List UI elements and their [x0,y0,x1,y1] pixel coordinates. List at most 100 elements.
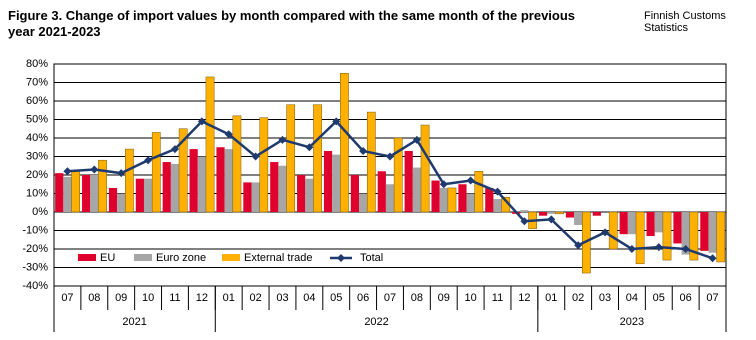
bar [673,212,682,244]
marker [251,152,260,161]
marker [654,243,663,252]
bar [135,178,144,212]
bar [574,212,583,225]
x-tick-label: 10 [142,292,154,304]
x-tick-label: 10 [465,292,477,304]
bar [224,149,233,212]
marker [90,165,99,174]
bar [393,137,403,213]
marker [197,117,206,126]
bar [286,104,296,213]
bar [251,182,260,212]
marker [493,187,502,196]
bar [243,182,252,212]
bar [151,132,161,213]
x-tick-label: 03 [599,292,611,304]
marker [117,169,126,178]
bar [420,124,430,213]
bar [385,184,395,212]
marker [439,180,448,189]
bar [565,212,575,218]
bar [635,211,645,265]
x-tick-label: 02 [249,292,261,304]
source: Finnish Customs Statistics [644,10,726,34]
marker [386,152,394,161]
bar [189,149,198,212]
bar [350,175,360,212]
bar [278,165,287,212]
bar [654,212,663,233]
bar [313,104,322,213]
marker [144,156,153,165]
bar [323,150,333,212]
x-tick-label: 05 [653,292,665,304]
bar [447,187,457,213]
x-tick-label: 11 [169,292,180,304]
x-tick-label: 07 [706,292,718,304]
bar [98,159,107,213]
marker [574,241,583,250]
x-tick-label: 08 [411,292,423,304]
bar [619,212,628,235]
x-tick-label: 01 [545,292,557,304]
marker [466,176,475,185]
legend-swatch [78,254,96,261]
x-tick-label: 04 [626,292,638,304]
y-tick-label: 80% [26,58,48,70]
x-tick-label: 02 [572,292,584,304]
marker [547,215,556,224]
x-tick-label: 09 [115,292,127,304]
legend-swatch [222,254,240,261]
y-tick-label: -20% [22,243,48,255]
marker [681,245,690,253]
y-tick-label: 30% [26,150,48,162]
group-label: 2023 [620,316,644,328]
bar [90,175,99,212]
bar [592,212,601,216]
bar [117,193,126,212]
x-tick-label: 04 [303,292,315,304]
y-tick-label: -10% [22,224,48,236]
bar [359,193,368,212]
bar [205,76,215,213]
marker [520,217,529,226]
bar [547,212,556,214]
y-tick-label: 60% [26,95,48,107]
bar [520,210,529,212]
x-tick-label: 11 [492,292,503,304]
legend-label: External trade [244,252,312,264]
marker [627,245,636,253]
bar [608,211,618,250]
group-label: 2022 [364,316,388,328]
legend-swatch [134,254,152,261]
x-tick-label: 06 [357,292,369,304]
bar [305,178,314,212]
x-tick-label: 05 [330,292,342,304]
legend-swatch [337,254,345,262]
bar [681,212,690,255]
marker [224,130,233,139]
bar [332,154,341,212]
bar [270,162,279,212]
legend-label: Total [360,252,383,264]
legend-label: EU [100,252,115,264]
bar [404,150,413,212]
bar [700,212,709,251]
x-tick-label: 07 [384,292,396,304]
y-tick-label: 20% [26,169,48,181]
x-tick-label: 01 [223,292,235,304]
bar [297,175,306,212]
x-tick-label: 12 [196,292,208,304]
marker [601,228,610,237]
bar [340,73,349,213]
bar [627,212,637,235]
bar [474,171,484,213]
bar [232,115,242,213]
bar [646,212,655,237]
bar [538,212,548,216]
bar [178,128,188,213]
plot-border [53,63,727,287]
x-tick-label: 08 [88,292,100,304]
marker [359,146,368,155]
